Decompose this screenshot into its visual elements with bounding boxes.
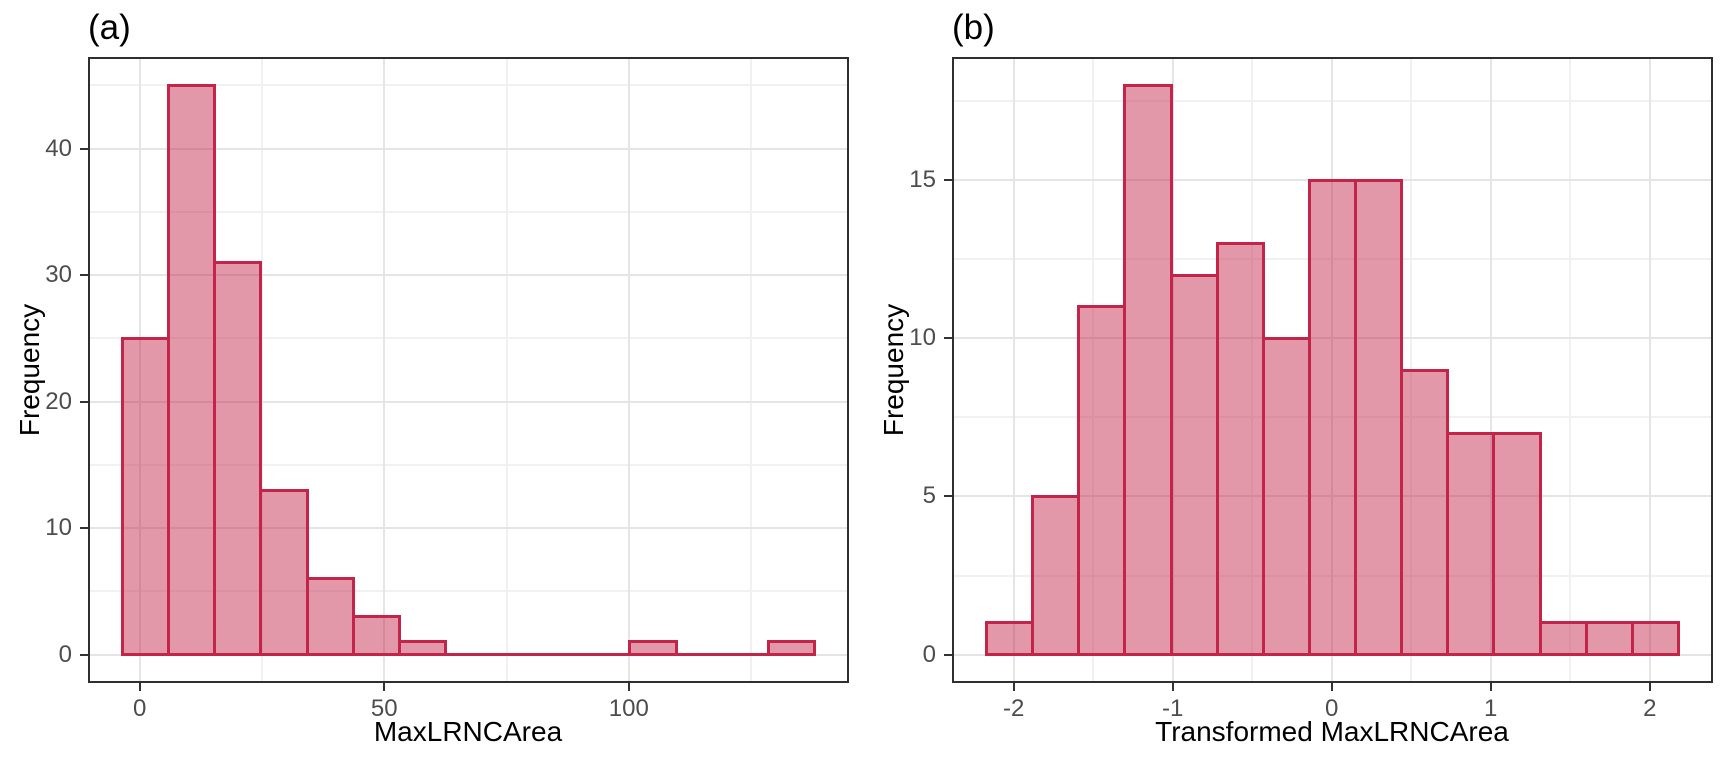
histogram-panel-a: (a) Frequency 0 10 20 30 40 0 50 100 MaxLRNCAre… (14, 8, 849, 747)
y-axis-title-a: Frequency (14, 303, 45, 437)
histogram-bar (1492, 431, 1542, 657)
histogram-bar (1031, 494, 1081, 657)
histogram-bar (397, 640, 447, 657)
histogram-bar (259, 488, 309, 657)
histogram-panel-b: (b) Frequency 0 5 10 15 -2 -1 0 1 2 Transformed … (864, 0, 1728, 768)
x-axis-title-b: Transformed MaxLRNCArea (1155, 716, 1509, 747)
histogram-bar (213, 261, 263, 657)
x-tick-label: 100 (608, 695, 649, 722)
histogram-bar (121, 336, 171, 657)
histogram-bar (1215, 242, 1265, 657)
histogram-bar (985, 621, 1035, 657)
histogram-bar (167, 83, 217, 657)
gridline-x-minor (505, 57, 508, 683)
x-tick-mark (383, 683, 386, 691)
gridline-y-major (88, 274, 849, 277)
gridline-x-major (1171, 57, 1174, 683)
gridline-x-major (1489, 57, 1492, 683)
gridline-x-major (138, 57, 141, 683)
gridline-x-major (1330, 57, 1333, 683)
x-tick-mark (1330, 683, 1333, 691)
histogram-bar (1630, 621, 1680, 657)
y-tick-label: 0 (922, 640, 936, 668)
panel-tag-b: (b) (952, 8, 995, 47)
y-tick-label: 40 (45, 134, 72, 162)
gridline-y-major (952, 337, 1713, 340)
y-tick-mark (80, 147, 88, 150)
histogram-bar (1538, 621, 1588, 657)
gridline-x-major (627, 57, 630, 683)
gridline-x-major (383, 57, 386, 683)
histogram-bar (1400, 368, 1450, 657)
histogram-bar (1354, 178, 1404, 657)
gridline-y-minor (88, 210, 849, 213)
y-tick-mark (944, 653, 952, 656)
histogram-bar (1077, 305, 1127, 657)
gridline-x-minor (1251, 57, 1254, 683)
y-tick-mark (80, 653, 88, 656)
y-tick-mark (80, 400, 88, 403)
panel-tag-a: (a) (88, 8, 131, 47)
y-tick-label: 0 (58, 640, 72, 668)
y-tick-mark (80, 274, 88, 277)
x-tick-label: 2 (1643, 695, 1657, 722)
gridline-y-major (952, 495, 1713, 498)
histogram-baseline (121, 653, 816, 657)
x-axis-title-a: MaxLRNCArea (373, 716, 563, 747)
y-tick-mark (80, 527, 88, 530)
histogram-bar (1446, 431, 1496, 657)
y-tick-label: 5 (922, 482, 936, 510)
gridline-y-minor (88, 337, 849, 340)
gridline-y-major (88, 527, 849, 530)
x-tick-mark (1171, 683, 1174, 691)
gridline-y-minor (88, 463, 849, 466)
y-tick-mark (944, 495, 952, 498)
y-tick-label: 15 (909, 166, 936, 194)
histogram-bar (305, 577, 355, 657)
y-tick-mark (944, 337, 952, 340)
y-axis-title-b: Frequency (878, 303, 909, 437)
gridline-x-minor (1092, 57, 1095, 683)
x-tick-mark (138, 683, 141, 691)
y-tick-label: 10 (45, 514, 72, 542)
x-tick-mark (1648, 683, 1651, 691)
x-tick-mark (1489, 683, 1492, 691)
x-tick-label: 0 (133, 695, 147, 722)
x-tick-mark (627, 683, 630, 691)
histogram-bar (1261, 336, 1311, 657)
gridline-y-minor (88, 84, 849, 87)
plot-panel-a (88, 57, 849, 683)
gridline-x-minor (1569, 57, 1572, 683)
gridline-x-minor (750, 57, 753, 683)
histogram-bar (1123, 83, 1173, 657)
gridline-x-major (1648, 57, 1651, 683)
plot-panel-b (952, 57, 1713, 683)
x-tick-mark (1012, 683, 1015, 691)
gridline-y-major (88, 147, 849, 150)
histogram-bar (351, 615, 401, 657)
gridline-y-minor (88, 590, 849, 593)
gridline-y-major (88, 400, 849, 403)
histogram-bar (1584, 621, 1634, 657)
gridline-x-major (1012, 57, 1015, 683)
histogram-bar (766, 640, 816, 657)
x-tick-label: -2 (1002, 695, 1025, 722)
y-tick-label: 30 (45, 261, 72, 289)
histogram-bar (628, 640, 678, 657)
histogram-bar (1307, 178, 1358, 657)
histogram-bar (1169, 273, 1219, 657)
y-tick-mark (944, 179, 952, 182)
